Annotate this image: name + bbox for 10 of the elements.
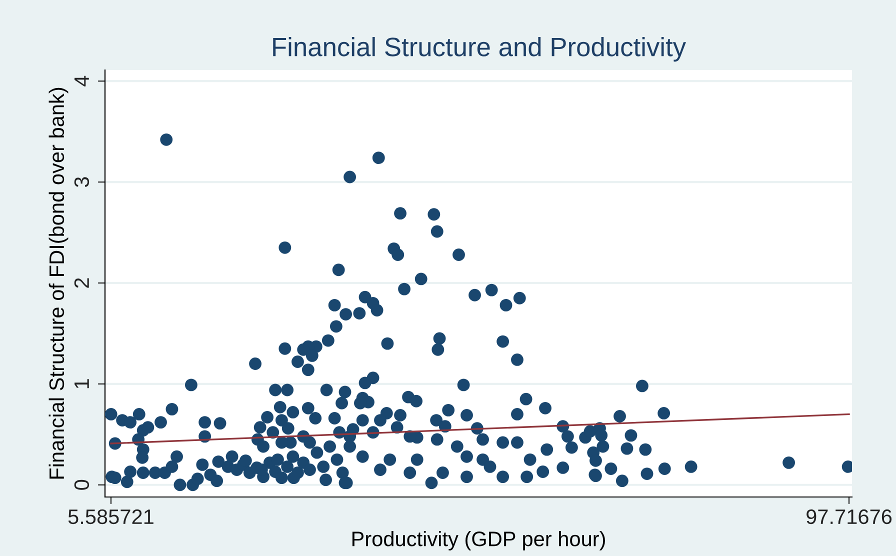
x-tick-label: 97.71676 xyxy=(806,509,892,524)
y-axis-title: Financial Structure of FDI(bond over bank) xyxy=(48,88,68,479)
y-tick-label: 3 xyxy=(74,177,90,188)
x-axis-title: Productivity (GDP per hour) xyxy=(352,531,605,550)
y-tick-label: 2 xyxy=(74,278,89,288)
chart-title: Financial Structure and Productivity xyxy=(273,36,686,62)
y-tick-label: 0 xyxy=(74,480,90,490)
y-tick-label: 1 xyxy=(74,379,89,388)
x-tick-label: 5.585721 xyxy=(68,509,154,524)
y-tick-label: 4 xyxy=(74,76,89,86)
